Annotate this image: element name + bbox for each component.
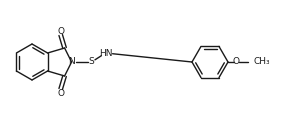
Text: CH₃: CH₃ <box>254 58 271 66</box>
Text: S: S <box>89 58 94 66</box>
Text: HN: HN <box>99 48 112 58</box>
Text: N: N <box>68 58 75 66</box>
Text: O: O <box>57 88 64 98</box>
Text: O: O <box>232 58 239 66</box>
Text: O: O <box>57 26 64 36</box>
